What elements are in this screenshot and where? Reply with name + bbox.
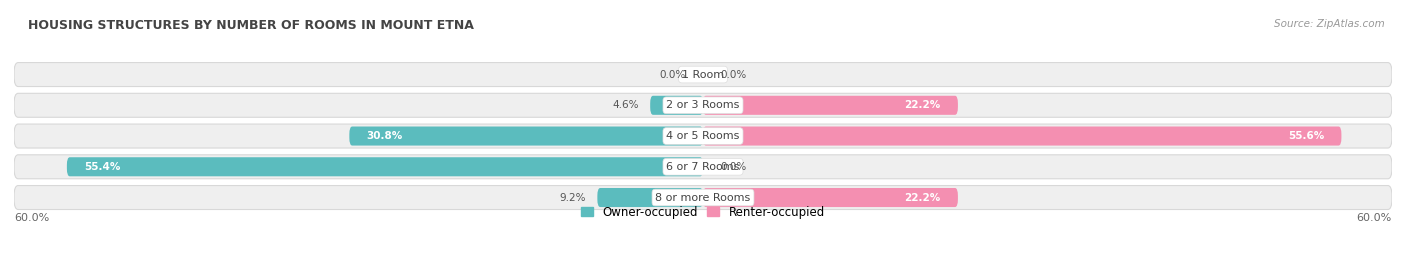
FancyBboxPatch shape bbox=[349, 126, 703, 146]
Text: 4 or 5 Rooms: 4 or 5 Rooms bbox=[666, 131, 740, 141]
Text: 0.0%: 0.0% bbox=[659, 70, 686, 80]
FancyBboxPatch shape bbox=[14, 155, 1392, 179]
FancyBboxPatch shape bbox=[14, 63, 1392, 87]
Text: 60.0%: 60.0% bbox=[14, 213, 49, 224]
FancyBboxPatch shape bbox=[67, 157, 703, 176]
Text: 60.0%: 60.0% bbox=[1357, 213, 1392, 224]
FancyBboxPatch shape bbox=[14, 186, 1392, 210]
Text: 22.2%: 22.2% bbox=[904, 193, 941, 203]
Text: 22.2%: 22.2% bbox=[904, 100, 941, 110]
Text: 0.0%: 0.0% bbox=[720, 162, 747, 172]
FancyBboxPatch shape bbox=[14, 124, 1392, 148]
FancyBboxPatch shape bbox=[703, 126, 1341, 146]
Text: 6 or 7 Rooms: 6 or 7 Rooms bbox=[666, 162, 740, 172]
Legend: Owner-occupied, Renter-occupied: Owner-occupied, Renter-occupied bbox=[576, 201, 830, 223]
Text: 0.0%: 0.0% bbox=[720, 70, 747, 80]
Text: 55.4%: 55.4% bbox=[84, 162, 121, 172]
Text: 2 or 3 Rooms: 2 or 3 Rooms bbox=[666, 100, 740, 110]
FancyBboxPatch shape bbox=[650, 96, 703, 115]
Text: 30.8%: 30.8% bbox=[367, 131, 402, 141]
Text: HOUSING STRUCTURES BY NUMBER OF ROOMS IN MOUNT ETNA: HOUSING STRUCTURES BY NUMBER OF ROOMS IN… bbox=[28, 19, 474, 32]
Text: 55.6%: 55.6% bbox=[1288, 131, 1324, 141]
Text: 8 or more Rooms: 8 or more Rooms bbox=[655, 193, 751, 203]
Text: 1 Room: 1 Room bbox=[682, 70, 724, 80]
Text: 9.2%: 9.2% bbox=[560, 193, 586, 203]
FancyBboxPatch shape bbox=[703, 188, 957, 207]
FancyBboxPatch shape bbox=[598, 188, 703, 207]
FancyBboxPatch shape bbox=[14, 93, 1392, 117]
Text: 4.6%: 4.6% bbox=[612, 100, 638, 110]
FancyBboxPatch shape bbox=[703, 96, 957, 115]
Text: Source: ZipAtlas.com: Source: ZipAtlas.com bbox=[1274, 19, 1385, 29]
